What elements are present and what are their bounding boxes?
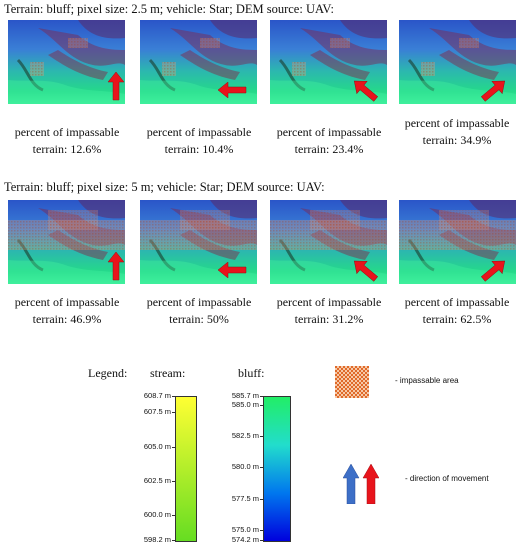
row-1-title: Terrain: bluff; pixel size: 2.5 m; vehic… — [4, 2, 334, 16]
bluff-legend-title: bluff: — [238, 366, 265, 380]
impassable-percent-caption: percent of impassable terrain: 23.4% — [276, 125, 382, 156]
direction-arrows-legend — [342, 462, 380, 505]
terrain-map-panel — [140, 200, 257, 284]
terrain-map-panel — [8, 200, 125, 284]
impassable-percent-caption: percent of impassable terrain: 34.9% — [404, 116, 510, 147]
colorbar-tick-label: 574.2 m — [231, 535, 259, 544]
stream-legend-title: stream: — [150, 366, 186, 380]
impassable-percent-caption: percent of impassable terrain: 46.9% — [14, 295, 120, 326]
blue-arrow-icon — [342, 463, 360, 505]
impassable-percent-caption: percent of impassable terrain: 12.6% — [14, 125, 120, 156]
colorbar-tick-mark — [260, 498, 263, 500]
colorbar-tick-label: 585.0 m — [231, 399, 259, 409]
colorbar-tick-label: 580.0 m — [231, 462, 259, 472]
impassable-percent-caption: percent of impassable terrain: 62.5% — [404, 295, 510, 326]
movement-arrow-icon — [217, 81, 247, 99]
red-arrow-icon — [362, 463, 380, 505]
impassable-area-label: - impassable area — [395, 376, 459, 385]
colorbar-tick-label: 598.2 m — [143, 535, 171, 544]
direction-of-movement-label: - direction of movement — [405, 474, 489, 483]
terrain-map-panel — [399, 200, 516, 284]
movement-arrow-icon — [480, 80, 506, 102]
colorbar-tick-label: 577.5 m — [231, 493, 259, 503]
colorbar-tick-label: 582.5 m — [231, 431, 259, 441]
movement-arrow-icon — [107, 71, 125, 101]
stream-colorbar — [175, 396, 197, 542]
impassable-percent-caption: percent of impassable terrain: 10.4% — [146, 125, 252, 156]
colorbar-tick-mark — [260, 529, 263, 531]
colorbar-tick-label: 602.5 m — [143, 476, 171, 486]
colorbar-tick-mark — [172, 481, 175, 483]
colorbar-tick-mark — [260, 540, 263, 541]
colorbar-tick-mark — [260, 467, 263, 469]
movement-arrow-icon — [480, 260, 506, 282]
movement-arrow-icon — [217, 261, 247, 279]
terrain-map-panel — [270, 200, 387, 284]
legend-label: Legend: — [88, 366, 128, 380]
bluff-colorbar — [263, 396, 291, 542]
terrain-map-panel — [270, 20, 387, 104]
colorbar-tick-mark — [172, 396, 175, 397]
colorbar-tick-label: 607.5 m — [143, 407, 171, 417]
movement-arrow-icon — [353, 80, 379, 102]
colorbar-tick-label: 608.7 m — [143, 391, 171, 400]
colorbar-tick-mark — [260, 396, 263, 397]
terrain-map-panel — [399, 20, 516, 104]
colorbar-tick-mark — [172, 446, 175, 448]
impassable-percent-caption: percent of impassable terrain: 50% — [146, 295, 252, 326]
colorbar-tick-label: 575.0 m — [231, 524, 259, 534]
colorbar-tick-mark — [260, 436, 263, 438]
colorbar-tick-label: 605.0 m — [143, 441, 171, 451]
colorbar-tick-mark — [260, 404, 263, 406]
terrain-map-panel — [8, 20, 125, 104]
terrain-map-panel — [140, 20, 257, 104]
impassable-percent-caption: percent of impassable terrain: 31.2% — [276, 295, 382, 326]
movement-arrow-icon — [353, 260, 379, 282]
impassable-area-swatch — [335, 366, 369, 398]
colorbar-tick-mark — [172, 412, 175, 414]
movement-arrow-icon — [107, 251, 125, 281]
row-2-title: Terrain: bluff; pixel size: 5 m; vehicle… — [4, 180, 325, 194]
colorbar-tick-mark — [172, 540, 175, 541]
colorbar-tick-label: 600.0 m — [143, 510, 171, 520]
colorbar-tick-label: 585.7 m — [231, 391, 259, 400]
colorbar-tick-mark — [172, 515, 175, 517]
